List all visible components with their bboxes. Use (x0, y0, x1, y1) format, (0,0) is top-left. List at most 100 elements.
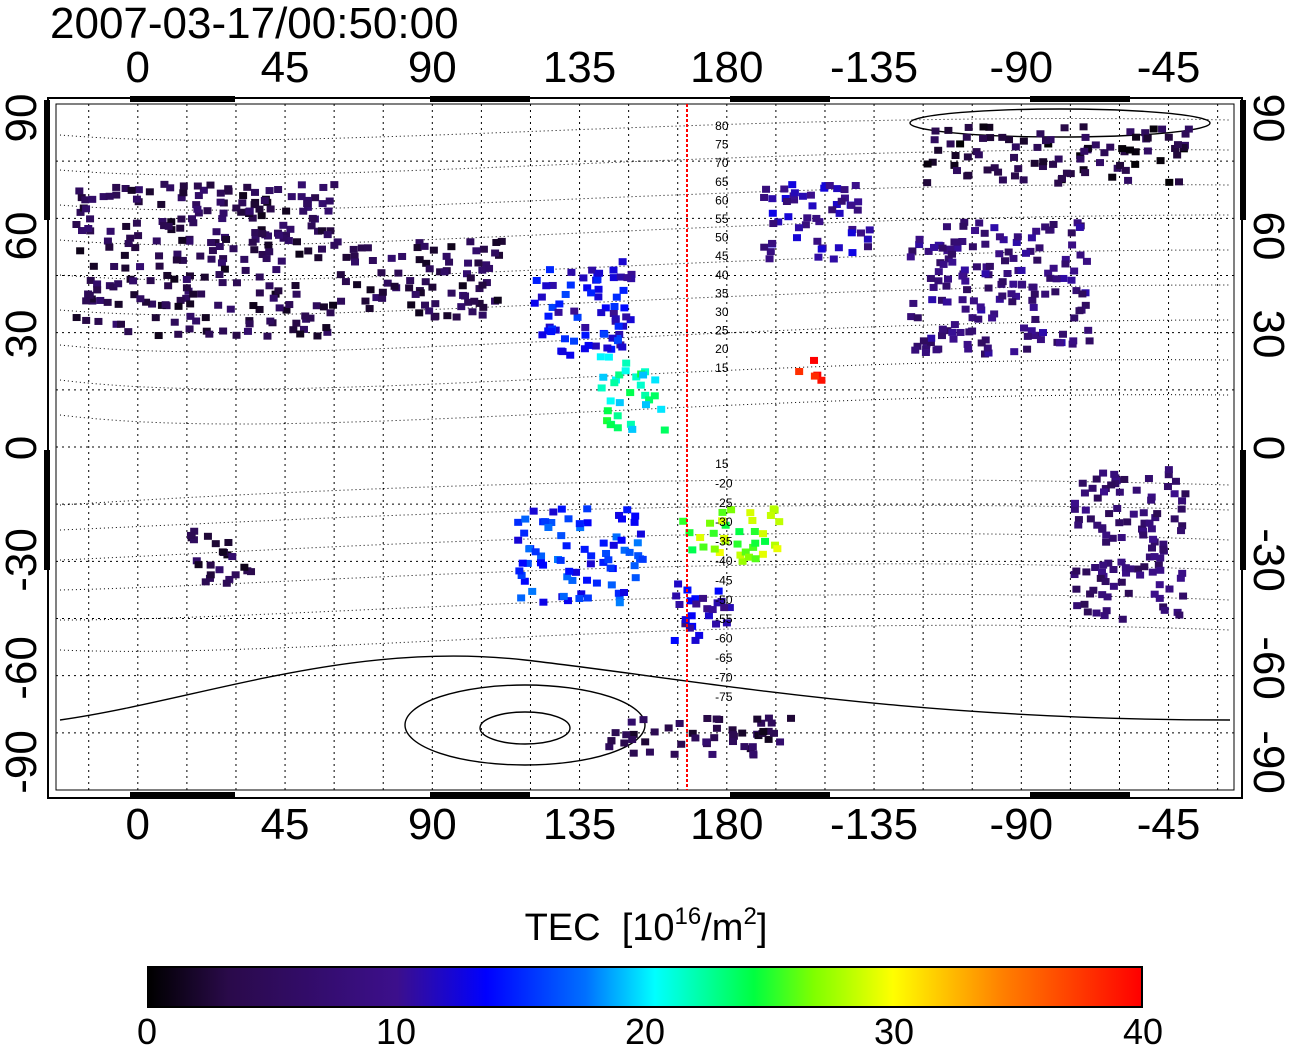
tec-cell (422, 259, 431, 267)
tec-cell (1078, 479, 1087, 487)
tec-cell (430, 313, 439, 321)
tec-cell (810, 372, 819, 380)
tec-cell (603, 417, 612, 425)
tec-cell (768, 239, 777, 247)
tec-cell (1108, 173, 1117, 181)
tec-cell (199, 186, 208, 194)
tec-cell (995, 250, 1004, 258)
tec-cell (407, 301, 416, 309)
tec-cell (1140, 563, 1149, 571)
tec-cell (76, 208, 85, 216)
tec-cell (738, 557, 747, 565)
tec-cell (538, 331, 547, 339)
tec-cell (251, 229, 260, 237)
tec-cell (303, 203, 312, 211)
tec-cell (357, 244, 366, 252)
tec-cell (1078, 290, 1087, 298)
tec-cell (436, 268, 445, 276)
tec-cell (127, 186, 136, 194)
tec-cell (745, 553, 754, 561)
tec-cell (134, 186, 143, 194)
tec-cell (228, 553, 237, 561)
tec-cell (120, 251, 129, 259)
magnetic-pole-contours (59, 108, 1231, 766)
colorbar-tick: 30 (873, 1011, 915, 1052)
tec-cell (956, 328, 965, 336)
tec-cell (224, 187, 233, 195)
tec-cell (282, 306, 291, 314)
tec-cell (984, 349, 993, 357)
tec-cell (548, 281, 557, 289)
tec-cell (906, 253, 915, 261)
tec-cell (596, 353, 605, 361)
tec-cell (219, 255, 228, 263)
tec-cell (938, 244, 947, 252)
tec-cell (126, 234, 135, 242)
tec-cell (769, 505, 778, 513)
tec-cell (263, 232, 272, 240)
tec-cell (1057, 174, 1066, 182)
tec-cell (212, 228, 221, 236)
tec-cell (272, 266, 281, 274)
tec-cell (691, 595, 700, 603)
lat-tick-right: 60 (1244, 211, 1292, 261)
tec-cell (1052, 275, 1061, 283)
tec-cell (136, 295, 145, 303)
tec-cell (1076, 251, 1085, 259)
tec-cell (1018, 280, 1027, 288)
tec-cell (963, 153, 972, 161)
tec-cell (1139, 531, 1148, 539)
tec-cell (828, 206, 837, 214)
tec-cell (323, 231, 332, 239)
tec-cell (759, 728, 768, 736)
tec-cell (556, 556, 565, 564)
tec-cell (421, 301, 430, 309)
tec-cell (528, 587, 537, 595)
tec-cell (555, 300, 564, 308)
tec-cell (741, 548, 750, 556)
tec-cell (1081, 133, 1090, 141)
tec-cell (788, 181, 797, 189)
tec-cell (166, 184, 175, 192)
tec-cell (255, 289, 264, 297)
tec-cell (670, 750, 679, 758)
tec-cell (1106, 143, 1115, 151)
tec-cell (76, 247, 85, 255)
tec-cell (949, 335, 958, 343)
tec-cell (976, 303, 985, 311)
tec-cell (274, 231, 283, 239)
tec-cell (979, 134, 988, 142)
tec-cell (1029, 303, 1038, 311)
tec-cell (312, 302, 321, 310)
tec-cell (548, 303, 557, 311)
tec-cell (567, 268, 576, 276)
tec-cell (542, 282, 551, 290)
tec-cell (728, 726, 737, 734)
tec-cell (415, 239, 424, 247)
colorbar-tick: 20 (624, 1011, 666, 1052)
tec-cell (1116, 161, 1125, 169)
tec-cell (1107, 481, 1116, 489)
tec-cell (1148, 568, 1157, 576)
tec-cell (1027, 327, 1036, 335)
lat-tick-left: -90 (0, 730, 46, 794)
tec-cell (240, 563, 249, 571)
tec-cell (203, 532, 212, 540)
tec-cell (968, 243, 977, 251)
tec-cell (1041, 223, 1050, 231)
tec-cell (865, 226, 874, 234)
tec-cell (599, 539, 608, 547)
tec-cell (829, 255, 838, 263)
tec-cell (1096, 574, 1105, 582)
tec-cell (478, 266, 487, 274)
tec-cell (226, 305, 235, 313)
tec-cell (245, 320, 254, 328)
tec-cell (193, 182, 202, 190)
tec-cell (1076, 155, 1085, 163)
tec-cell (250, 188, 259, 196)
mlat-label: -30 (715, 515, 733, 529)
tec-cell (248, 238, 257, 246)
tec-cell (1059, 274, 1068, 282)
tec-cell (1109, 582, 1118, 590)
tec-cell (201, 314, 210, 322)
